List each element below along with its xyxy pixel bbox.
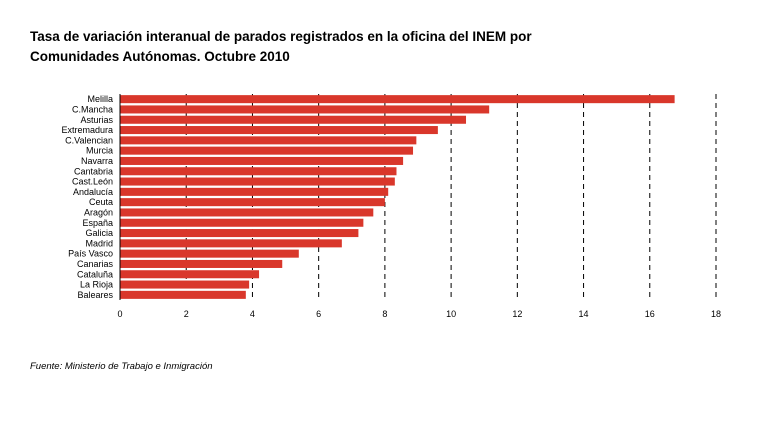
source-note: Fuente: Ministerio de Trabajo e Inmigrac… — [30, 361, 213, 372]
chart-title-line-1: Tasa de variación interanual de parados … — [30, 29, 532, 44]
bar-4 — [120, 136, 417, 145]
category-label-14: Madrid — [85, 238, 113, 248]
category-label-3: Extremadura — [61, 125, 113, 135]
bar-8 — [120, 177, 395, 186]
category-label-6: Navarra — [81, 156, 113, 166]
bar-10 — [120, 198, 385, 207]
x-tick-label-5: 10 — [446, 309, 456, 319]
category-label-10: Ceuta — [89, 197, 113, 207]
bar-13 — [120, 229, 359, 238]
x-tick-label-0: 0 — [117, 309, 122, 319]
bar-17 — [120, 270, 260, 279]
bar-2 — [120, 115, 467, 124]
x-tick-label-8: 16 — [645, 309, 655, 319]
x-tick-label-9: 18 — [711, 309, 721, 319]
category-label-12: España — [82, 218, 113, 228]
category-label-7: Cantabria — [74, 166, 113, 176]
category-label-1: C.Mancha — [72, 104, 113, 114]
bar-15 — [120, 249, 299, 258]
category-label-13: Galicia — [85, 228, 113, 238]
bar-3 — [120, 126, 438, 135]
category-label-2: Asturias — [80, 115, 113, 125]
bar-18 — [120, 280, 250, 289]
category-label-17: Cataluña — [77, 269, 113, 279]
category-label-5: Murcia — [86, 146, 113, 156]
category-label-18: La Rioja — [80, 280, 113, 290]
category-label-0: Melilla — [87, 94, 113, 104]
bar-14 — [120, 239, 342, 248]
chart-title-line-2: Comunidades Autónomas. Octubre 2010 — [30, 49, 290, 64]
category-label-15: País Vasco — [68, 249, 113, 259]
bar-6 — [120, 156, 404, 165]
bar-0 — [120, 95, 675, 104]
bar-16 — [120, 259, 283, 268]
category-label-4: C.Valencian — [65, 135, 113, 145]
x-tick-label-3: 6 — [316, 309, 321, 319]
x-tick-label-6: 12 — [512, 309, 522, 319]
bar-12 — [120, 218, 364, 227]
category-label-8: Cast.León — [72, 177, 113, 187]
x-tick-label-2: 4 — [250, 309, 255, 319]
bar-7 — [120, 167, 397, 176]
bar-5 — [120, 146, 414, 155]
chart-title: Tasa de variación interanual de parados … — [30, 27, 650, 67]
bar-19 — [120, 290, 246, 299]
bar-1 — [120, 105, 490, 114]
category-label-19: Baleares — [77, 290, 113, 300]
category-label-16: Canarias — [77, 259, 114, 269]
bar-11 — [120, 208, 374, 217]
x-tick-label-1: 2 — [184, 309, 189, 319]
bar-9 — [120, 187, 389, 196]
category-label-9: Andalucía — [73, 187, 113, 197]
x-tick-label-4: 8 — [382, 309, 387, 319]
x-tick-label-7: 14 — [579, 309, 589, 319]
category-label-11: Aragón — [84, 207, 113, 217]
